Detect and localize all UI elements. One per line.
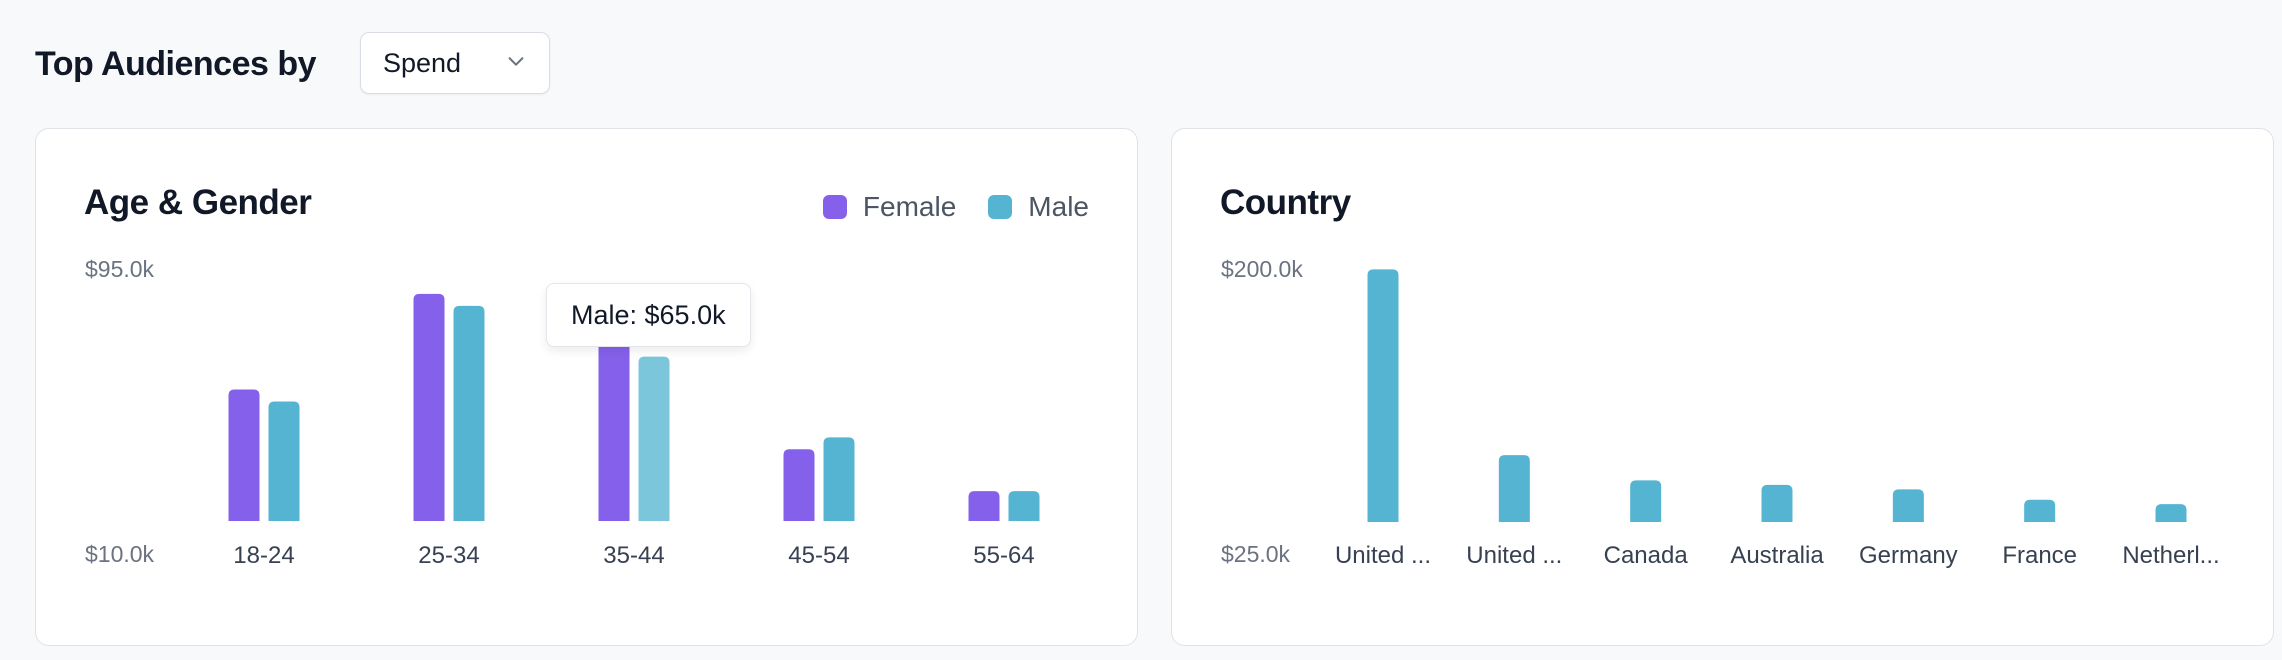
legend-label-female: Female — [862, 191, 957, 222]
bar-male-18-24[interactable] — [268, 401, 300, 521]
legend-item-male[interactable]: Male — [988, 191, 1089, 223]
bar-female-55-64[interactable] — [968, 491, 1000, 521]
x-tick-label: 18-24 — [233, 542, 294, 569]
bar-female-45-54[interactable] — [783, 449, 815, 521]
country-chart: $200.0k $25.0k United ... United ... Canada A… — [1221, 256, 2220, 569]
chart-tooltip: Male: $65.0k — [546, 283, 751, 347]
age-gender-chart: $95.0k $10.0k 18-24 25-34 35-44 45-54 55-64 — [85, 256, 1040, 569]
age-gender-card: Age & Gender Female Male $95.0k $10.0k 18-… — [35, 128, 1138, 646]
x-tick-label: France — [2002, 542, 2077, 569]
legend-swatch-female — [822, 195, 847, 219]
country-card: Country $200.0k $25.0k United ... United ..… — [1171, 128, 2274, 646]
bar-germany[interactable] — [1892, 489, 1924, 522]
x-tick-label: 25-34 — [418, 542, 479, 569]
page-title: Top Audiences by — [35, 44, 317, 83]
x-tick-label: Germany — [1859, 542, 1958, 569]
bar-netherl-[interactable] — [2155, 504, 2187, 522]
metric-select[interactable]: Spend — [360, 32, 550, 94]
x-tick-label: Canada — [1604, 542, 1689, 569]
metric-select-value: Spend — [383, 47, 462, 78]
country-title: Country — [1220, 183, 1351, 222]
bar-female-25-34[interactable] — [413, 293, 445, 521]
legend-swatch-male — [988, 195, 1013, 219]
y-tick-max: $95.0k — [85, 256, 155, 282]
y-tick-min: $10.0k — [85, 541, 155, 567]
y-tick-min: $25.0k — [1221, 541, 1291, 567]
bar-male-45-54[interactable] — [823, 437, 855, 521]
bar-female-35-44[interactable] — [598, 341, 630, 521]
x-tick-label: 45-54 — [788, 542, 849, 569]
x-tick-label: 35-44 — [603, 542, 664, 569]
x-tick-label: Australia — [1730, 542, 1824, 569]
bar-canada[interactable] — [1630, 480, 1662, 522]
bar-united-[interactable] — [1498, 455, 1530, 522]
x-tick-label: 55-64 — [973, 542, 1034, 569]
bar-male-55-64[interactable] — [1008, 491, 1040, 521]
chevron-down-icon — [505, 50, 527, 77]
page-header: Top Audiences by — [35, 32, 317, 96]
age-gender-legend: Female Male — [791, 191, 1089, 223]
y-tick-max: $200.0k — [1221, 256, 1303, 282]
x-tick-label: United ... — [1335, 542, 1431, 569]
bar-australia[interactable] — [1761, 484, 1793, 522]
age-gender-title: Age & Gender — [84, 183, 312, 222]
bar-male-35-44[interactable] — [638, 356, 670, 521]
x-tick-label: United ... — [1466, 542, 1562, 569]
legend-item-female[interactable]: Female — [822, 191, 957, 223]
bar-france[interactable] — [2024, 499, 2056, 522]
bar-united-[interactable] — [1367, 269, 1399, 522]
bar-male-25-34[interactable] — [453, 305, 485, 521]
bar-female-18-24[interactable] — [228, 389, 260, 521]
x-tick-label: Netherl... — [2122, 542, 2219, 569]
legend-label-male: Male — [1028, 191, 1089, 222]
